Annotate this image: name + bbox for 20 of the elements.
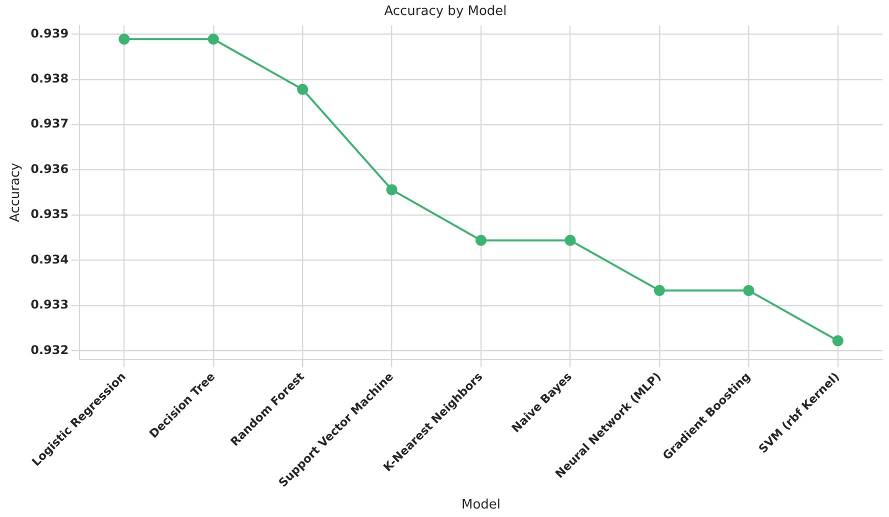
- y-tick-label: 0.936: [30, 162, 69, 176]
- y-tick-label: 0.939: [30, 26, 69, 40]
- y-tick-label: 0.935: [30, 207, 69, 222]
- point: [476, 234, 487, 246]
- point: [297, 84, 308, 95]
- y-tick-label: 0.937: [30, 116, 69, 131]
- y-tick-label: 0.938: [30, 72, 69, 86]
- y-tick-label: 0.933: [30, 298, 69, 312]
- x-axis-title: Model: [462, 498, 501, 513]
- point: [654, 285, 665, 296]
- point: [118, 34, 130, 45]
- point: [743, 285, 754, 296]
- point: [386, 184, 398, 196]
- point: [832, 335, 844, 346]
- chart-title: Accuracy by Model: [384, 4, 507, 20]
- y-tick-label: 0.932: [30, 342, 69, 357]
- y-axis-title: Accuracy: [8, 162, 24, 222]
- y-tick-label: 0.934: [30, 252, 69, 266]
- point: [208, 34, 219, 45]
- point: [564, 234, 576, 246]
